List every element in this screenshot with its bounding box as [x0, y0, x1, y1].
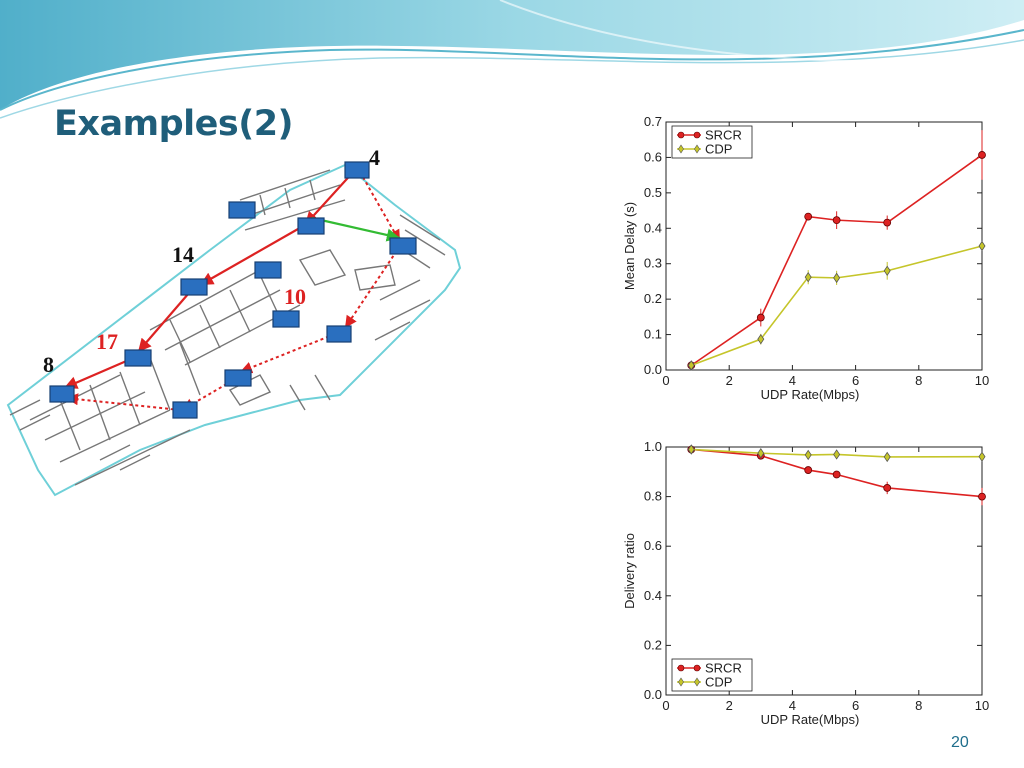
legend-box: [671, 658, 753, 692]
node-8: [49, 385, 75, 403]
series-line-cdp: [690, 245, 983, 367]
data-point-srcr: [883, 484, 892, 492]
node: [172, 401, 198, 419]
data-point-cdp: [833, 272, 841, 284]
series-line-srcr: [690, 154, 983, 367]
y-tick-label: 0.2: [644, 291, 662, 306]
label-node-14: 14: [172, 242, 194, 267]
series-line-srcr: [691, 448, 983, 498]
y-tick-label: 0.5: [644, 185, 662, 200]
y-tick-label: 0.4: [644, 220, 662, 235]
x-axis-label: UDP Rate(Mbps): [761, 712, 860, 727]
data-point-srcr: [883, 218, 892, 227]
y-tick-label: 0.3: [644, 256, 662, 271]
legend-marker: [693, 664, 701, 672]
data-point-srcr: [804, 212, 813, 221]
header-wave-decoration: [0, 0, 1024, 119]
legend-marker: [694, 144, 700, 154]
node: [224, 369, 252, 387]
label-node-17: 17: [96, 329, 118, 354]
data-point-srcr: [832, 216, 841, 225]
x-tick-label: 10: [975, 698, 989, 713]
data-point-cdp: [833, 449, 841, 460]
data-point-srcr: [832, 470, 841, 479]
page-number: 20: [951, 734, 969, 751]
floorplan-diagram: 4 14 10 17 8: [6, 145, 462, 497]
data-point-cdp: [687, 444, 695, 455]
y-tick-label: 1.0: [644, 439, 662, 454]
y-tick-label: 0.2: [644, 637, 662, 652]
delivery-ratio-chart: 0 2 4 6 8 10 0.0 0.2 0.4 0.6 0.8 1.0 UDP Rate(Mbps) D…: [616, 435, 996, 735]
x-tick-label: 2: [726, 373, 733, 388]
data-point-srcr: [978, 492, 986, 501]
node: [389, 237, 417, 255]
legend-marker: [677, 131, 685, 139]
delivery-ratio-chart-svg: 0 2 4 6 8 10 0.0 0.2 0.4 0.6 0.8 1.0 UDP Rate(Mbps) D…: [622, 439, 989, 727]
plot-frame: [665, 121, 983, 371]
legend-label: SRCR: [705, 128, 742, 143]
data-point-cdp: [687, 360, 695, 371]
x-tick-label: 6: [852, 698, 859, 713]
x-tick-label: 8: [915, 698, 922, 713]
x-tick-label: 0: [662, 373, 669, 388]
y-axis-label: Delivery ratio: [622, 533, 637, 609]
label-node-8: 8: [43, 352, 54, 377]
data-point-cdp: [757, 447, 765, 459]
legend-label: CDP: [705, 675, 732, 690]
x-tick-label: 2: [726, 698, 733, 713]
label-node-4: 4: [369, 145, 380, 170]
x-tick-label: 6: [852, 373, 859, 388]
data-point-cdp: [978, 451, 986, 462]
data-point-srcr: [756, 313, 765, 322]
data-point-srcr: [804, 466, 813, 474]
x-tick-label: 4: [789, 373, 796, 388]
y-axis-label: Mean Delay (s): [622, 202, 637, 290]
y-tick-label: 0.4: [644, 588, 662, 603]
node: [228, 201, 256, 219]
legend-marker: [694, 677, 700, 687]
y-tick-label: 0.6: [644, 538, 662, 553]
x-tick-label: 0: [662, 698, 669, 713]
building-outline: [6, 163, 462, 497]
data-point-cdp: [883, 265, 891, 277]
node-17: [124, 349, 152, 367]
data-point-cdp: [978, 240, 986, 252]
y-tick-label: 0.0: [644, 687, 662, 702]
mean-delay-chart-svg: 0 2 4 6 8 10 0.0 0.1 0.2 0.3 0.4 0.5 0.6 0.7 UDP Rate(…: [622, 114, 989, 402]
legend-marker: [693, 131, 701, 139]
data-point-srcr: [978, 151, 986, 159]
data-point-cdp: [804, 271, 812, 283]
y-tick-label: 0.8: [644, 489, 662, 504]
mean-delay-chart: 0 2 4 6 8 10 0.0 0.1 0.2 0.3 0.4 0.5 0.6 0.7 UDP Rate(…: [616, 110, 996, 410]
slide-title: Examples(2): [54, 104, 294, 144]
label-node-10: 10: [284, 284, 306, 309]
y-tick-label: 0.6: [644, 149, 662, 164]
data-point-cdp: [757, 333, 765, 345]
legend-label: SRCR: [705, 661, 742, 676]
x-tick-label: 8: [915, 373, 922, 388]
legend-marker: [678, 677, 684, 687]
legend-marker: [678, 144, 684, 154]
node: [254, 261, 282, 279]
node-4: [344, 161, 370, 179]
data-point-cdp: [883, 451, 891, 463]
plot-frame: [665, 446, 983, 696]
node: [297, 217, 325, 235]
x-tick-label: 10: [975, 373, 989, 388]
legend-label: CDP: [705, 142, 732, 157]
node-10: [272, 310, 300, 328]
legend-marker: [677, 664, 685, 672]
legend-box: [671, 125, 753, 159]
x-axis-label: UDP Rate(Mbps): [761, 387, 860, 402]
data-point-cdp: [804, 449, 812, 461]
y-tick-label: 0.1: [644, 327, 662, 342]
node: [326, 325, 352, 343]
y-tick-label: 0.0: [644, 362, 662, 377]
y-tick-label: 0.7: [644, 114, 662, 129]
node-14: [180, 278, 208, 296]
series-line-cdp: [691, 448, 983, 458]
x-tick-label: 4: [789, 698, 796, 713]
